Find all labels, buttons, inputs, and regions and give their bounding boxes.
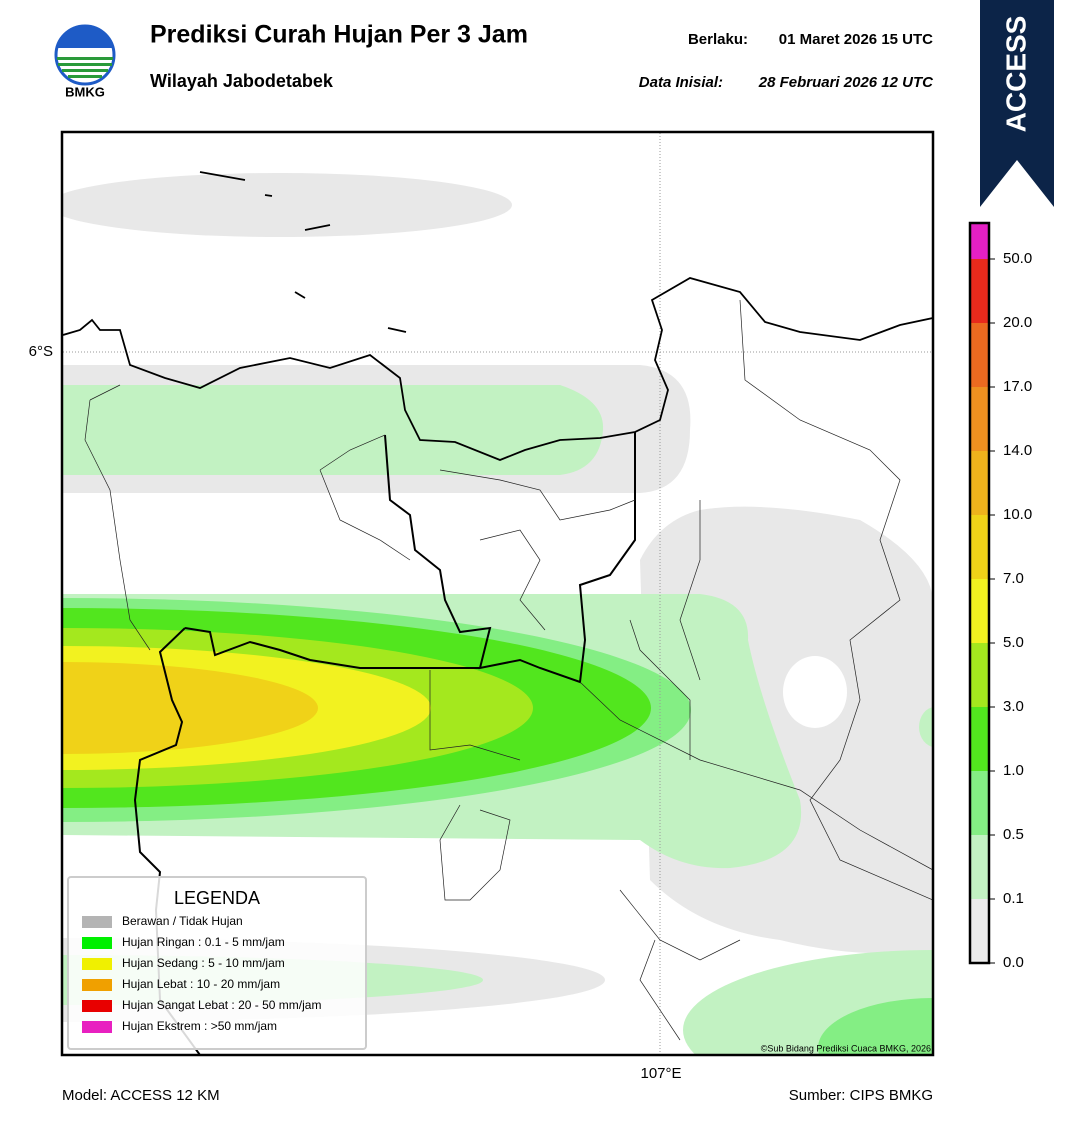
logo: BMKG	[54, 24, 116, 99]
legend-label: Hujan Sangat Lebat : 20 - 50 mm/jam	[122, 998, 321, 1012]
valid-time: 01 Maret 2026 15 UTC	[779, 31, 933, 48]
init-time: 28 Februari 2026 12 UTC	[758, 74, 934, 91]
colorbar-frame	[968, 221, 991, 965]
colorbar-tick-label: 0.5	[1003, 826, 1024, 843]
colorbar-segment	[970, 323, 989, 387]
map-frame	[60, 130, 935, 1057]
colorbar-segment	[970, 259, 989, 323]
colorbar-segment	[970, 451, 989, 515]
map-field	[63, 133, 932, 1054]
colorbar-tick-label: 0.0	[1003, 954, 1024, 971]
colorbar-segment	[970, 643, 989, 707]
colorbar-segment	[970, 771, 989, 835]
badge	[980, 0, 1054, 207]
colorbar-segment	[970, 899, 989, 963]
colorbar-segment	[970, 223, 989, 259]
colorbar-segment	[970, 835, 989, 899]
colorbar-tick-label: 7.0	[1003, 570, 1024, 587]
legend-label: Hujan Ringan : 0.1 - 5 mm/jam	[122, 935, 285, 949]
colorbar-tick-label: 10.0	[1003, 506, 1032, 523]
colorbar-tick-label: 14.0	[1003, 442, 1032, 459]
model: Model: ACCESS 12 KM	[62, 1087, 220, 1104]
credit: ©Sub Bidang Prediksi Cuaca BMKG, 2026	[761, 1043, 931, 1053]
lat-label: 6°S	[29, 343, 53, 360]
valid-label: Berlaku:	[688, 31, 748, 48]
colorbar-tick-label: 3.0	[1003, 698, 1024, 715]
legend-swatch	[82, 1021, 112, 1033]
legend-label: Hujan Ekstrem : >50 mm/jam	[122, 1019, 277, 1033]
legend-label: Hujan Lebat : 10 - 20 mm/jam	[122, 977, 280, 991]
legend-swatch	[82, 916, 112, 928]
legend-label: Hujan Sedang : 5 - 10 mm/jam	[122, 956, 285, 970]
init-label: Data Inisial:	[639, 74, 723, 91]
source: Sumber: CIPS BMKG	[789, 1087, 933, 1104]
legend-swatch	[82, 958, 112, 970]
colorbar-segment	[970, 707, 989, 771]
colorbar-tick-label: 1.0	[1003, 762, 1024, 779]
legend-swatch	[82, 1000, 112, 1012]
colorbar-segment	[970, 579, 989, 643]
colorbar-tick-label: 0.1	[1003, 890, 1024, 907]
legend-swatch	[82, 979, 112, 991]
colorbar-tick-label: 17.0	[1003, 378, 1032, 395]
legend-box	[67, 876, 367, 1050]
badge-text: ACCESS	[1000, 16, 1031, 133]
lon-label: 107°E	[640, 1065, 681, 1082]
subtitle: Wilayah Jabodetabek	[150, 71, 334, 91]
colorbar-tick-label: 50.0	[1003, 250, 1032, 267]
title: Prediksi Curah Hujan Per 3 Jam	[150, 21, 528, 49]
legend-swatch	[82, 937, 112, 949]
colorbar-tick-label: 20.0	[1003, 314, 1032, 331]
logo-text: BMKG	[65, 84, 105, 99]
legend-label: Berawan / Tidak Hujan	[122, 914, 243, 928]
colorbar-segment	[970, 515, 989, 579]
colorbar-tick-label: 5.0	[1003, 634, 1024, 651]
legend-title: LEGENDA	[174, 888, 260, 908]
colorbar-segment	[970, 387, 989, 451]
